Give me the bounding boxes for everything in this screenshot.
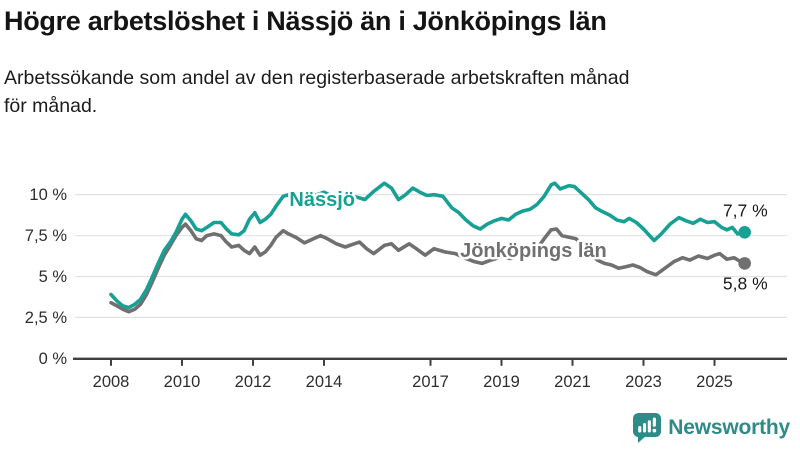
y-tick-label-7.5: 7,5 % — [25, 227, 68, 245]
y-tick-label-10: 10 % — [29, 186, 67, 204]
x-tick-label-2012: 2012 — [235, 373, 272, 391]
page-subtitle: Arbetssökande som andel av den registerb… — [4, 64, 784, 120]
x-tick-label-2025: 2025 — [696, 373, 733, 391]
y-tick-label-2.5: 2,5 % — [25, 309, 68, 327]
x-tick-label-2014: 2014 — [306, 373, 343, 391]
series-label-j-nk-pings-l-n: Jönköpings län — [460, 240, 607, 262]
x-tick-label-2017: 2017 — [412, 373, 449, 391]
chart-canvas: 2008 2010 2012 2014 2017 2019 2021 2023 2025 0 % 2… — [25, 181, 787, 391]
series-label-n-ssj: Nässjö — [289, 189, 355, 211]
end-dot-j-nk-pings-l-n — [738, 257, 751, 270]
subtitle-line-1: Arbetssökande som andel av den registerb… — [4, 67, 630, 89]
x-tick-label-2019: 2019 — [483, 373, 520, 391]
newsworthy-logo-text: Newsworthy — [668, 416, 790, 439]
x-tick-label-2021: 2021 — [554, 373, 591, 391]
end-value-label-j-nk-pings-l-n: 5,8 % — [723, 273, 768, 293]
end-dot-n-ssj — [738, 225, 751, 239]
subtitle-line-2: för månad. — [4, 95, 98, 117]
newsworthy-logo-icon — [633, 413, 662, 443]
end-value-label-n-ssj: 7,7 % — [723, 200, 768, 220]
newsworthy-logo[interactable]: Newsworthy — [633, 413, 790, 443]
x-tick-label-2008: 2008 — [93, 373, 130, 391]
y-tick-label-5: 5 % — [39, 268, 68, 286]
x-tick-label-2023: 2023 — [625, 373, 662, 391]
series-line-n-ssj — [109, 181, 747, 310]
series-line-j-nk-pings-l-n — [109, 222, 747, 314]
y-tick-label-0: 0 % — [39, 350, 68, 368]
x-tick-label-2010: 2010 — [164, 373, 201, 391]
page-title: Högre arbetslöshet i Nässjö än i Jönköpi… — [4, 6, 607, 36]
unemployment-line-chart: 2008 2010 2012 2014 2017 2019 2021 2023 2025 0 % 2… — [0, 150, 800, 400]
